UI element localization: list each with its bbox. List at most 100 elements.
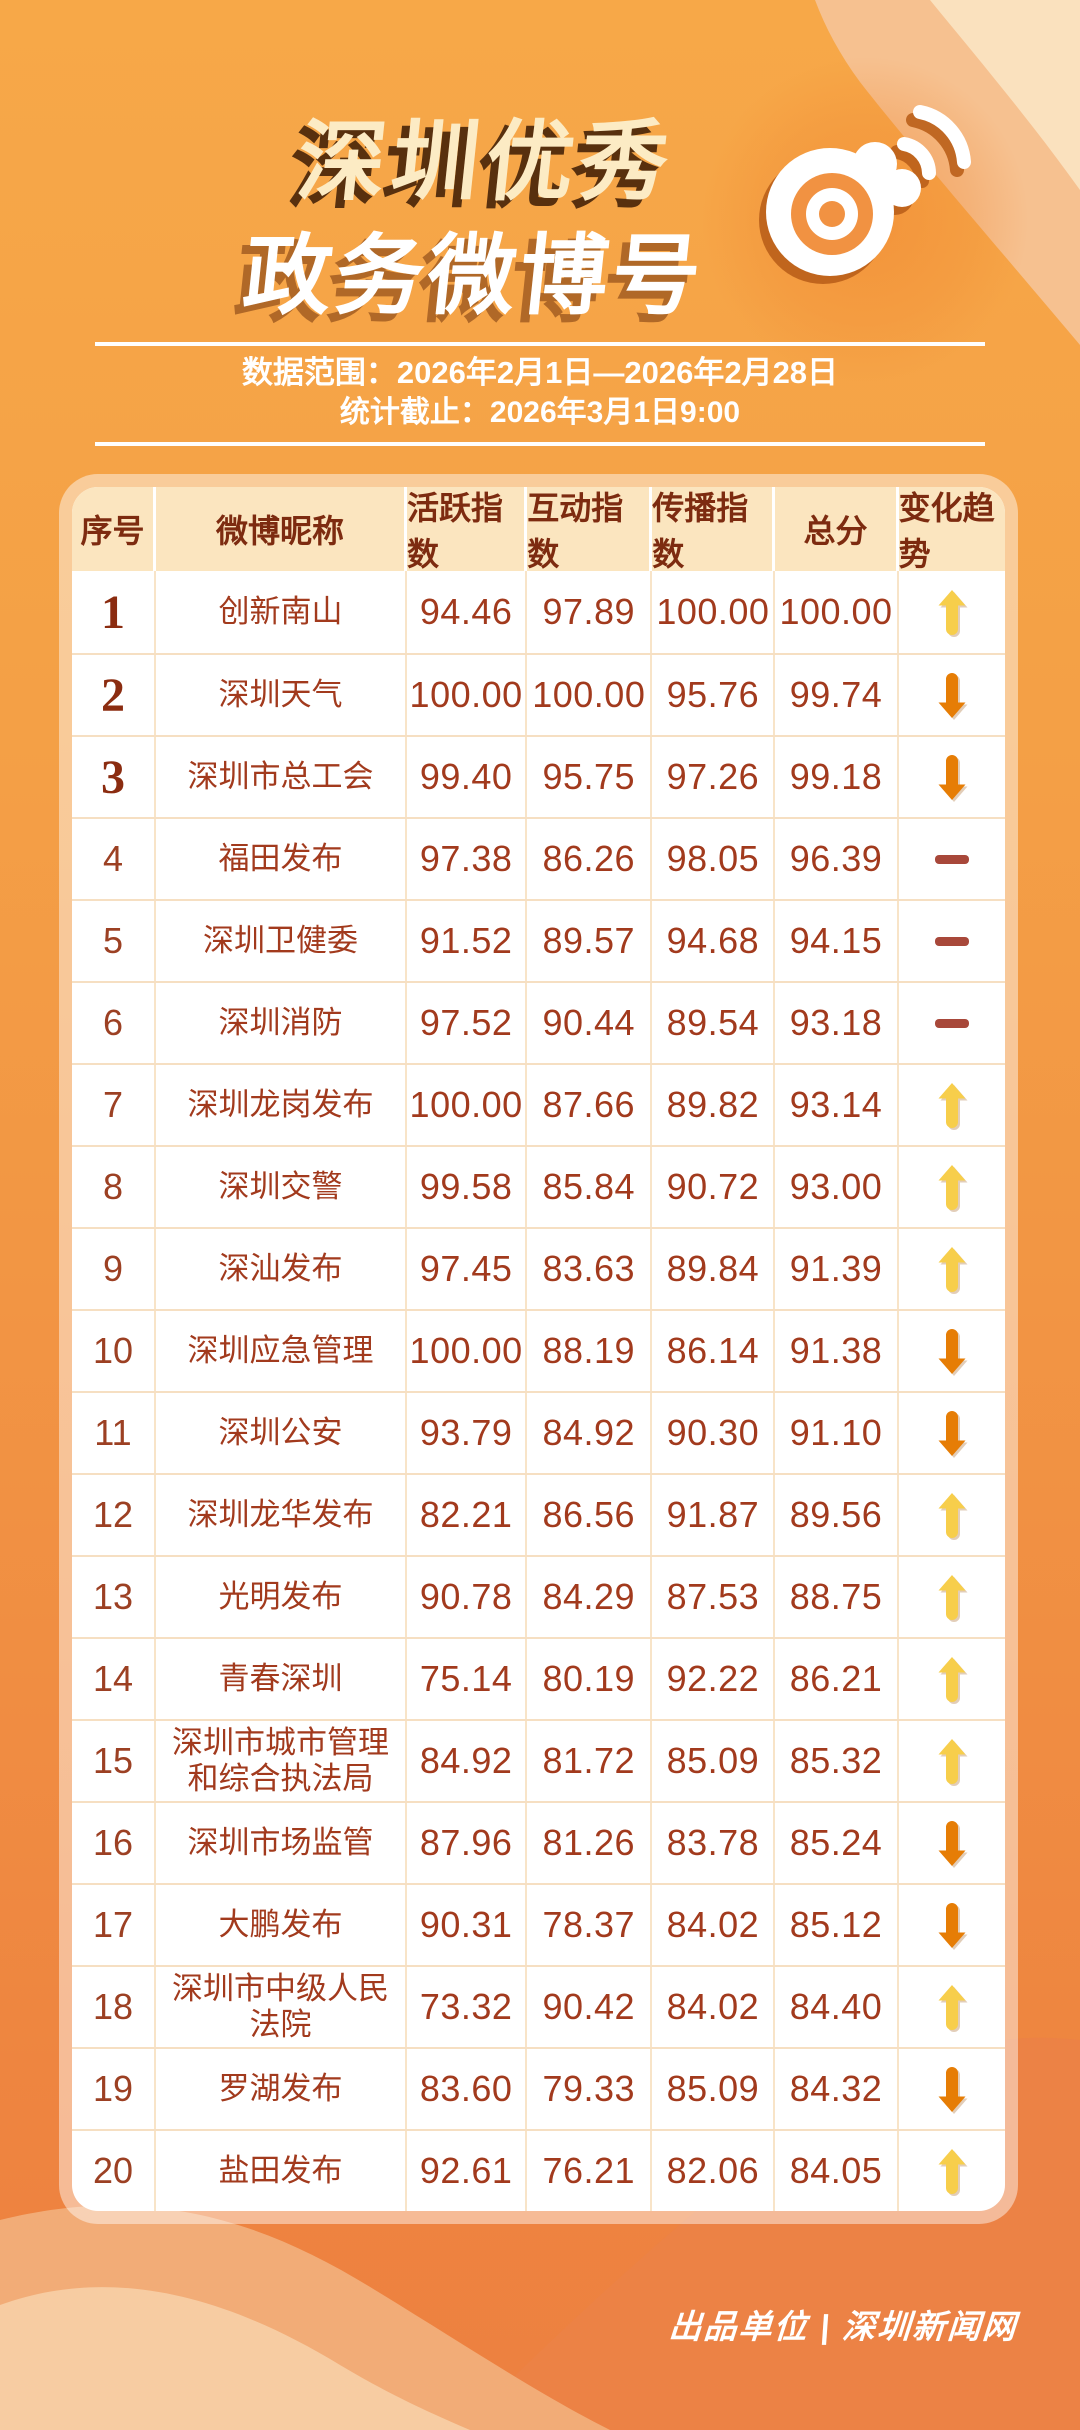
- active-index-cell: 100.00: [407, 655, 528, 735]
- table-row: 3 深圳市总工会 99.40 95.75 97.26 99.18: [72, 735, 1005, 817]
- spread-index-cell: 92.22: [652, 1639, 776, 1719]
- down-arrow-icon: [938, 672, 966, 718]
- rank-cell: 14: [72, 1639, 156, 1719]
- spread-index-cell: 85.09: [652, 2049, 776, 2129]
- total-score-cell: 96.39: [775, 819, 899, 899]
- ranking-table-card: 序号 微博昵称 活跃指数 互动指数 传播指数 总分 变化趋势 1 创新南山 94…: [72, 487, 1005, 2211]
- rank-cell: 4: [72, 819, 156, 899]
- active-index-cell: 83.60: [407, 2049, 528, 2129]
- trend-cell: [899, 983, 1005, 1063]
- trend-cell: [899, 2131, 1005, 2211]
- trend-cell: [899, 655, 1005, 735]
- account-name-cell: 青春深圳: [156, 1639, 407, 1719]
- table-row: 5 深圳卫健委 91.52 89.57 94.68 94.15: [72, 899, 1005, 981]
- interact-index-cell: 90.42: [527, 1967, 653, 2047]
- interact-index-cell: 87.66: [527, 1065, 653, 1145]
- table-row: 16 深圳市场监管 87.96 81.26 83.78 85.24: [72, 1801, 1005, 1883]
- account-name-cell: 深圳市场监管: [156, 1803, 407, 1883]
- trend-cell: [899, 571, 1005, 653]
- weibo-logo-icon: [752, 100, 972, 295]
- interact-index-cell: 90.44: [527, 983, 653, 1063]
- down-arrow-icon: [938, 1902, 966, 1948]
- rank-cell: 19: [72, 2049, 156, 2129]
- spread-index-cell: 85.09: [652, 1721, 776, 1801]
- table-row: 1 创新南山 94.46 97.89 100.00 100.00: [72, 571, 1005, 653]
- active-index-cell: 84.92: [407, 1721, 528, 1801]
- interact-index-cell: 86.56: [527, 1475, 653, 1555]
- spread-index-cell: 89.84: [652, 1229, 776, 1309]
- spread-index-cell: 86.14: [652, 1311, 776, 1391]
- total-score-cell: 93.14: [775, 1065, 899, 1145]
- interact-index-cell: 85.84: [527, 1147, 653, 1227]
- interact-index-cell: 81.72: [527, 1721, 653, 1801]
- account-name-cell: 深圳市中级人民法院: [156, 1967, 407, 2047]
- interact-index-cell: 89.57: [527, 901, 653, 981]
- interact-index-cell: 88.19: [527, 1311, 653, 1391]
- trend-cell: [899, 1803, 1005, 1883]
- up-arrow-icon: [938, 1492, 966, 1538]
- up-arrow-icon: [938, 1082, 966, 1128]
- interact-index-cell: 84.29: [527, 1557, 653, 1637]
- total-score-cell: 84.40: [775, 1967, 899, 2047]
- active-index-cell: 92.61: [407, 2131, 528, 2211]
- header-spread: 传播指数: [652, 487, 776, 571]
- data-range-text: 数据范围：2026年2月1日—2026年2月28日: [241, 355, 839, 390]
- rank-cell: 17: [72, 1885, 156, 1965]
- interact-index-cell: 86.26: [527, 819, 653, 899]
- table-row: 18 深圳市中级人民法院 73.32 90.42 84.02 84.40: [72, 1965, 1005, 2047]
- down-arrow-icon: [938, 2066, 966, 2112]
- active-index-cell: 75.14: [407, 1639, 528, 1719]
- table-body: 1 创新南山 94.46 97.89 100.00 100.00 2 深圳天气 …: [72, 571, 1005, 2211]
- header-name: 微博昵称: [156, 487, 407, 571]
- rank-cell: 8: [72, 1147, 156, 1227]
- spread-index-cell: 82.06: [652, 2131, 776, 2211]
- rank-cell: 3: [72, 737, 156, 817]
- spread-index-cell: 84.02: [652, 1885, 776, 1965]
- active-index-cell: 87.96: [407, 1803, 528, 1883]
- rank-cell: 10: [72, 1311, 156, 1391]
- total-score-cell: 93.18: [775, 983, 899, 1063]
- trend-cell: [899, 1065, 1005, 1145]
- interact-index-cell: 83.63: [527, 1229, 653, 1309]
- spread-index-cell: 87.53: [652, 1557, 776, 1637]
- total-score-cell: 89.56: [775, 1475, 899, 1555]
- rank-cell: 7: [72, 1065, 156, 1145]
- total-score-cell: 99.18: [775, 737, 899, 817]
- header-trend: 变化趋势: [898, 490, 995, 571]
- down-arrow-icon: [938, 1410, 966, 1456]
- account-name-cell: 大鹏发布: [156, 1885, 407, 1965]
- total-score-cell: 86.21: [775, 1639, 899, 1719]
- rank-cell: 16: [72, 1803, 156, 1883]
- spread-index-cell: 89.82: [652, 1065, 776, 1145]
- active-index-cell: 99.40: [407, 737, 528, 817]
- total-score-cell: 91.10: [775, 1393, 899, 1473]
- total-score-cell: 85.32: [775, 1721, 899, 1801]
- total-score-cell: 88.75: [775, 1557, 899, 1637]
- header-rank: 序号: [72, 487, 156, 571]
- active-index-cell: 99.58: [407, 1147, 528, 1227]
- active-index-cell: 90.31: [407, 1885, 528, 1965]
- meta-block: 数据范围：2026年2月1日—2026年2月28日 统计截止：2026年3月1日…: [95, 342, 985, 446]
- account-name-cell: 深圳交警: [156, 1147, 407, 1227]
- account-name-cell: 深圳龙华发布: [156, 1475, 407, 1555]
- rank-cell: 18: [72, 1967, 156, 2047]
- interact-index-cell: 95.75: [527, 737, 653, 817]
- total-score-cell: 84.32: [775, 2049, 899, 2129]
- up-arrow-icon: [938, 589, 966, 635]
- table-row: 12 深圳龙华发布 82.21 86.56 91.87 89.56: [72, 1473, 1005, 1555]
- cutoff-text: 统计截止：2026年3月1日9:00: [339, 396, 741, 429]
- up-arrow-icon: [938, 1164, 966, 1210]
- total-score-cell: 91.38: [775, 1311, 899, 1391]
- footer-credit: 出品单位 | 深圳新闻网: [667, 2308, 1020, 2345]
- header-active: 活跃指数: [407, 487, 528, 571]
- trend-cell: [899, 1639, 1005, 1719]
- active-index-cell: 82.21: [407, 1475, 528, 1555]
- spread-index-cell: 89.54: [652, 983, 776, 1063]
- rank-cell: 5: [72, 901, 156, 981]
- active-index-cell: 93.79: [407, 1393, 528, 1473]
- active-index-cell: 91.52: [407, 901, 528, 981]
- rank-cell: 9: [72, 1229, 156, 1309]
- account-name-cell: 福田发布: [156, 819, 407, 899]
- interact-index-cell: 79.33: [527, 2049, 653, 2129]
- rank-cell: 1: [72, 571, 156, 653]
